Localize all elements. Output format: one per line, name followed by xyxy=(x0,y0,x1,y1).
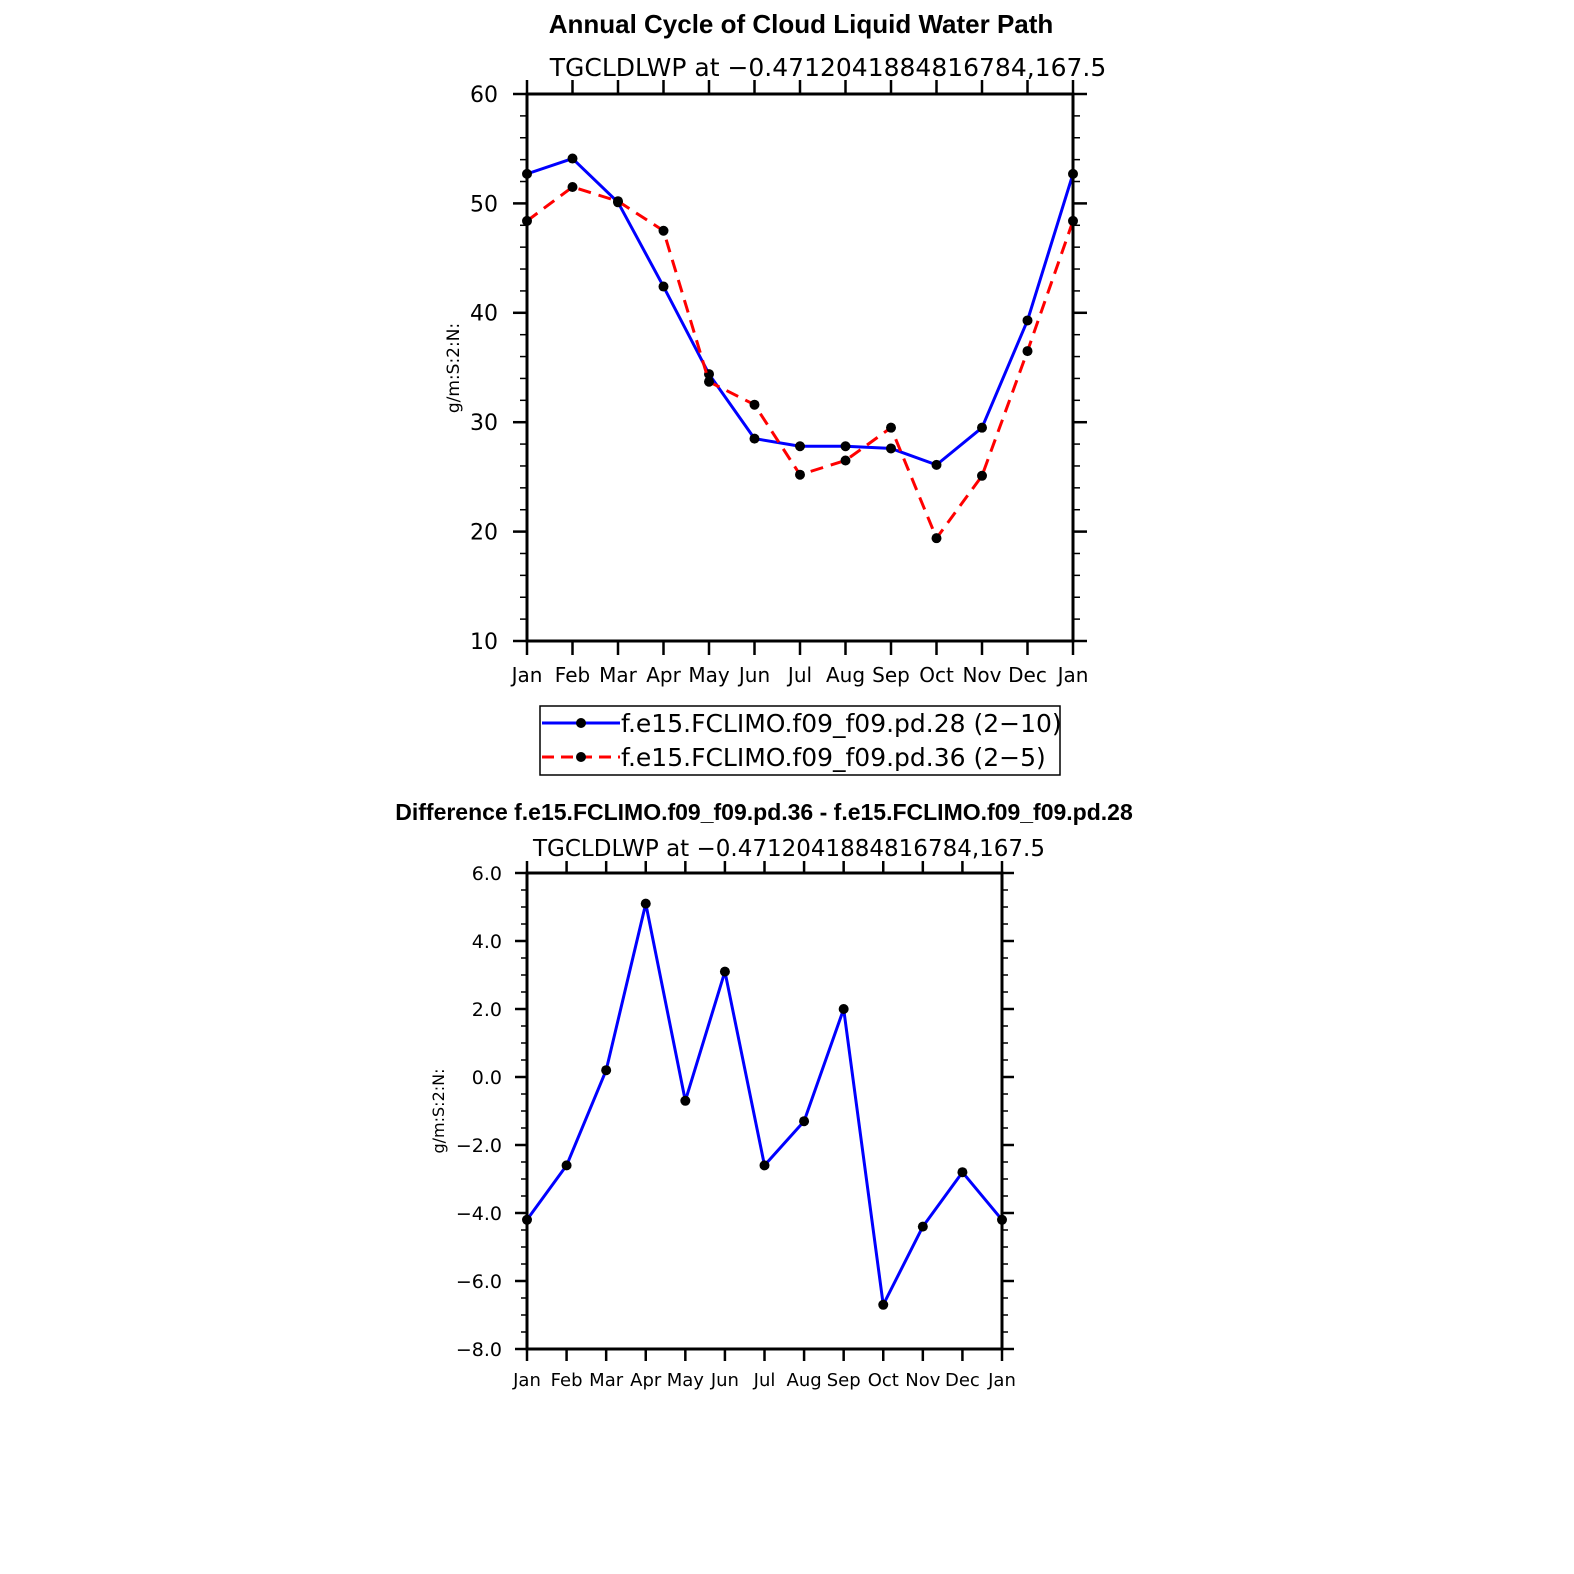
x-tick-label: Dec xyxy=(945,1370,980,1391)
x-tick-label: Nov xyxy=(962,663,1001,687)
chart-title: Difference f.e15.FCLIMO.f09_f09.pd.36 - … xyxy=(395,799,1133,825)
x-tick-label: Mar xyxy=(589,1370,624,1391)
x-tick-label: May xyxy=(667,1370,705,1391)
data-point xyxy=(704,376,714,387)
data-point xyxy=(658,281,669,292)
y-tick-label: 10 xyxy=(470,630,498,655)
data-point xyxy=(658,225,669,236)
x-tick-label: Feb xyxy=(551,1370,583,1391)
x-tick-label: Dec xyxy=(1008,663,1047,687)
x-tick-label: Jan xyxy=(987,1370,1016,1391)
x-tick-label: Oct xyxy=(868,1370,899,1391)
data-point xyxy=(1022,346,1033,357)
legend-marker-series-1 xyxy=(576,718,586,728)
data-point xyxy=(567,181,578,192)
y-axis-label: g/m:S:2:N: xyxy=(444,323,464,413)
data-point xyxy=(795,441,805,452)
x-tick-label: Jan xyxy=(510,663,543,687)
legend-marker-series-2 xyxy=(576,752,586,762)
chart-subtitle: TGCLDLWP at −0.4712041884816784,167.5 xyxy=(532,836,1045,862)
data-point xyxy=(749,399,760,410)
chart-title: Annual Cycle of Cloud Liquid Water Path xyxy=(549,9,1054,39)
x-tick-label: Jan xyxy=(512,1370,541,1391)
y-tick-label: 50 xyxy=(470,192,498,217)
x-tick-label: Feb xyxy=(555,663,590,687)
data-point xyxy=(886,422,896,433)
y-tick-label: 2.0 xyxy=(472,999,502,1021)
y-tick-label: 6.0 xyxy=(472,863,502,885)
y-tick-label: 40 xyxy=(470,302,498,327)
data-point xyxy=(795,469,805,480)
x-tick-label: Aug xyxy=(826,663,865,687)
legend-label-series-1: f.e15.FCLIMO.f09_f09.pd.28 (2−10) xyxy=(621,709,1062,738)
data-point xyxy=(561,1160,572,1171)
y-tick-label: −8.0 xyxy=(456,1339,502,1361)
legend-label-series-2: f.e15.FCLIMO.f09_f09.pd.36 (2−5) xyxy=(621,743,1046,772)
data-point xyxy=(931,459,942,470)
series-layer xyxy=(522,898,1007,1310)
x-tick-label: Jun xyxy=(737,663,770,687)
data-point xyxy=(680,1095,691,1106)
data-point xyxy=(957,1167,968,1178)
y-tick-label: 0.0 xyxy=(472,1067,502,1089)
x-tick-label: Apr xyxy=(630,1370,662,1391)
data-point xyxy=(917,1221,928,1232)
data-point xyxy=(886,443,896,454)
plot-frame xyxy=(525,92,1075,643)
data-point xyxy=(840,455,851,466)
y-tick-label: −4.0 xyxy=(456,1203,502,1225)
y-tick-label: 4.0 xyxy=(472,931,502,953)
x-tick-label: Oct xyxy=(919,663,954,687)
series-line-2 xyxy=(526,185,1075,540)
x-tick-label: May xyxy=(688,663,730,687)
data-point xyxy=(977,470,987,481)
plot-frame xyxy=(525,871,1004,1351)
axis-ticks: −8.0 −6.0 −4.0 −2.0 0.0 2.0 4.0 6.0 Jan Feb Mar Apr… xyxy=(456,861,1016,1391)
y-axis-label: g/m:S:2:N: xyxy=(429,1069,448,1154)
legend-box xyxy=(539,705,1061,776)
series-line-1 xyxy=(525,902,1004,1307)
series-layer xyxy=(522,153,1078,544)
y-tick-label: 20 xyxy=(470,521,498,546)
axis-ticks: 10 20 30 40 50 60 Jan Feb Mar Apr May Jun Jul Aug Sep O… xyxy=(470,80,1088,687)
annual-cycle-chart: Annual Cycle of Cloud Liquid Water Path … xyxy=(444,9,1107,776)
series-line-1 xyxy=(526,157,1075,467)
x-tick-label: Apr xyxy=(646,663,681,687)
chart-subtitle: TGCLDLWP at −0.4712041884816784,167.5 xyxy=(549,53,1107,82)
x-tick-label: Jul xyxy=(753,1370,776,1391)
data-point xyxy=(799,1116,810,1127)
data-point xyxy=(719,966,730,977)
x-tick-label: Jun xyxy=(710,1370,739,1391)
data-point xyxy=(1022,315,1033,326)
x-tick-label: Sep xyxy=(872,663,910,687)
data-point xyxy=(613,196,623,207)
data-point xyxy=(640,898,651,909)
data-point xyxy=(567,153,578,164)
y-tick-label: −6.0 xyxy=(456,1271,502,1293)
y-tick-label: 60 xyxy=(470,83,498,108)
y-tick-label: −2.0 xyxy=(456,1135,502,1157)
data-point xyxy=(749,433,760,444)
x-tick-label: Mar xyxy=(599,663,638,687)
x-tick-label: Sep xyxy=(827,1370,861,1391)
x-tick-label: Nov xyxy=(905,1370,940,1391)
data-point xyxy=(931,533,942,544)
data-point xyxy=(840,441,851,452)
y-tick-label: 30 xyxy=(470,411,498,436)
data-point xyxy=(977,422,987,433)
data-point xyxy=(838,1004,849,1014)
x-tick-label: Aug xyxy=(787,1370,822,1391)
data-point xyxy=(759,1160,770,1171)
difference-chart: Difference f.e15.FCLIMO.f09_f09.pd.36 - … xyxy=(395,799,1133,1391)
data-point xyxy=(601,1065,612,1076)
legend: f.e15.FCLIMO.f09_f09.pd.28 (2−10) f.e15.… xyxy=(539,705,1062,776)
x-tick-label: Jul xyxy=(786,663,812,687)
data-point xyxy=(878,1299,889,1310)
x-tick-label: Jan xyxy=(1056,663,1089,687)
